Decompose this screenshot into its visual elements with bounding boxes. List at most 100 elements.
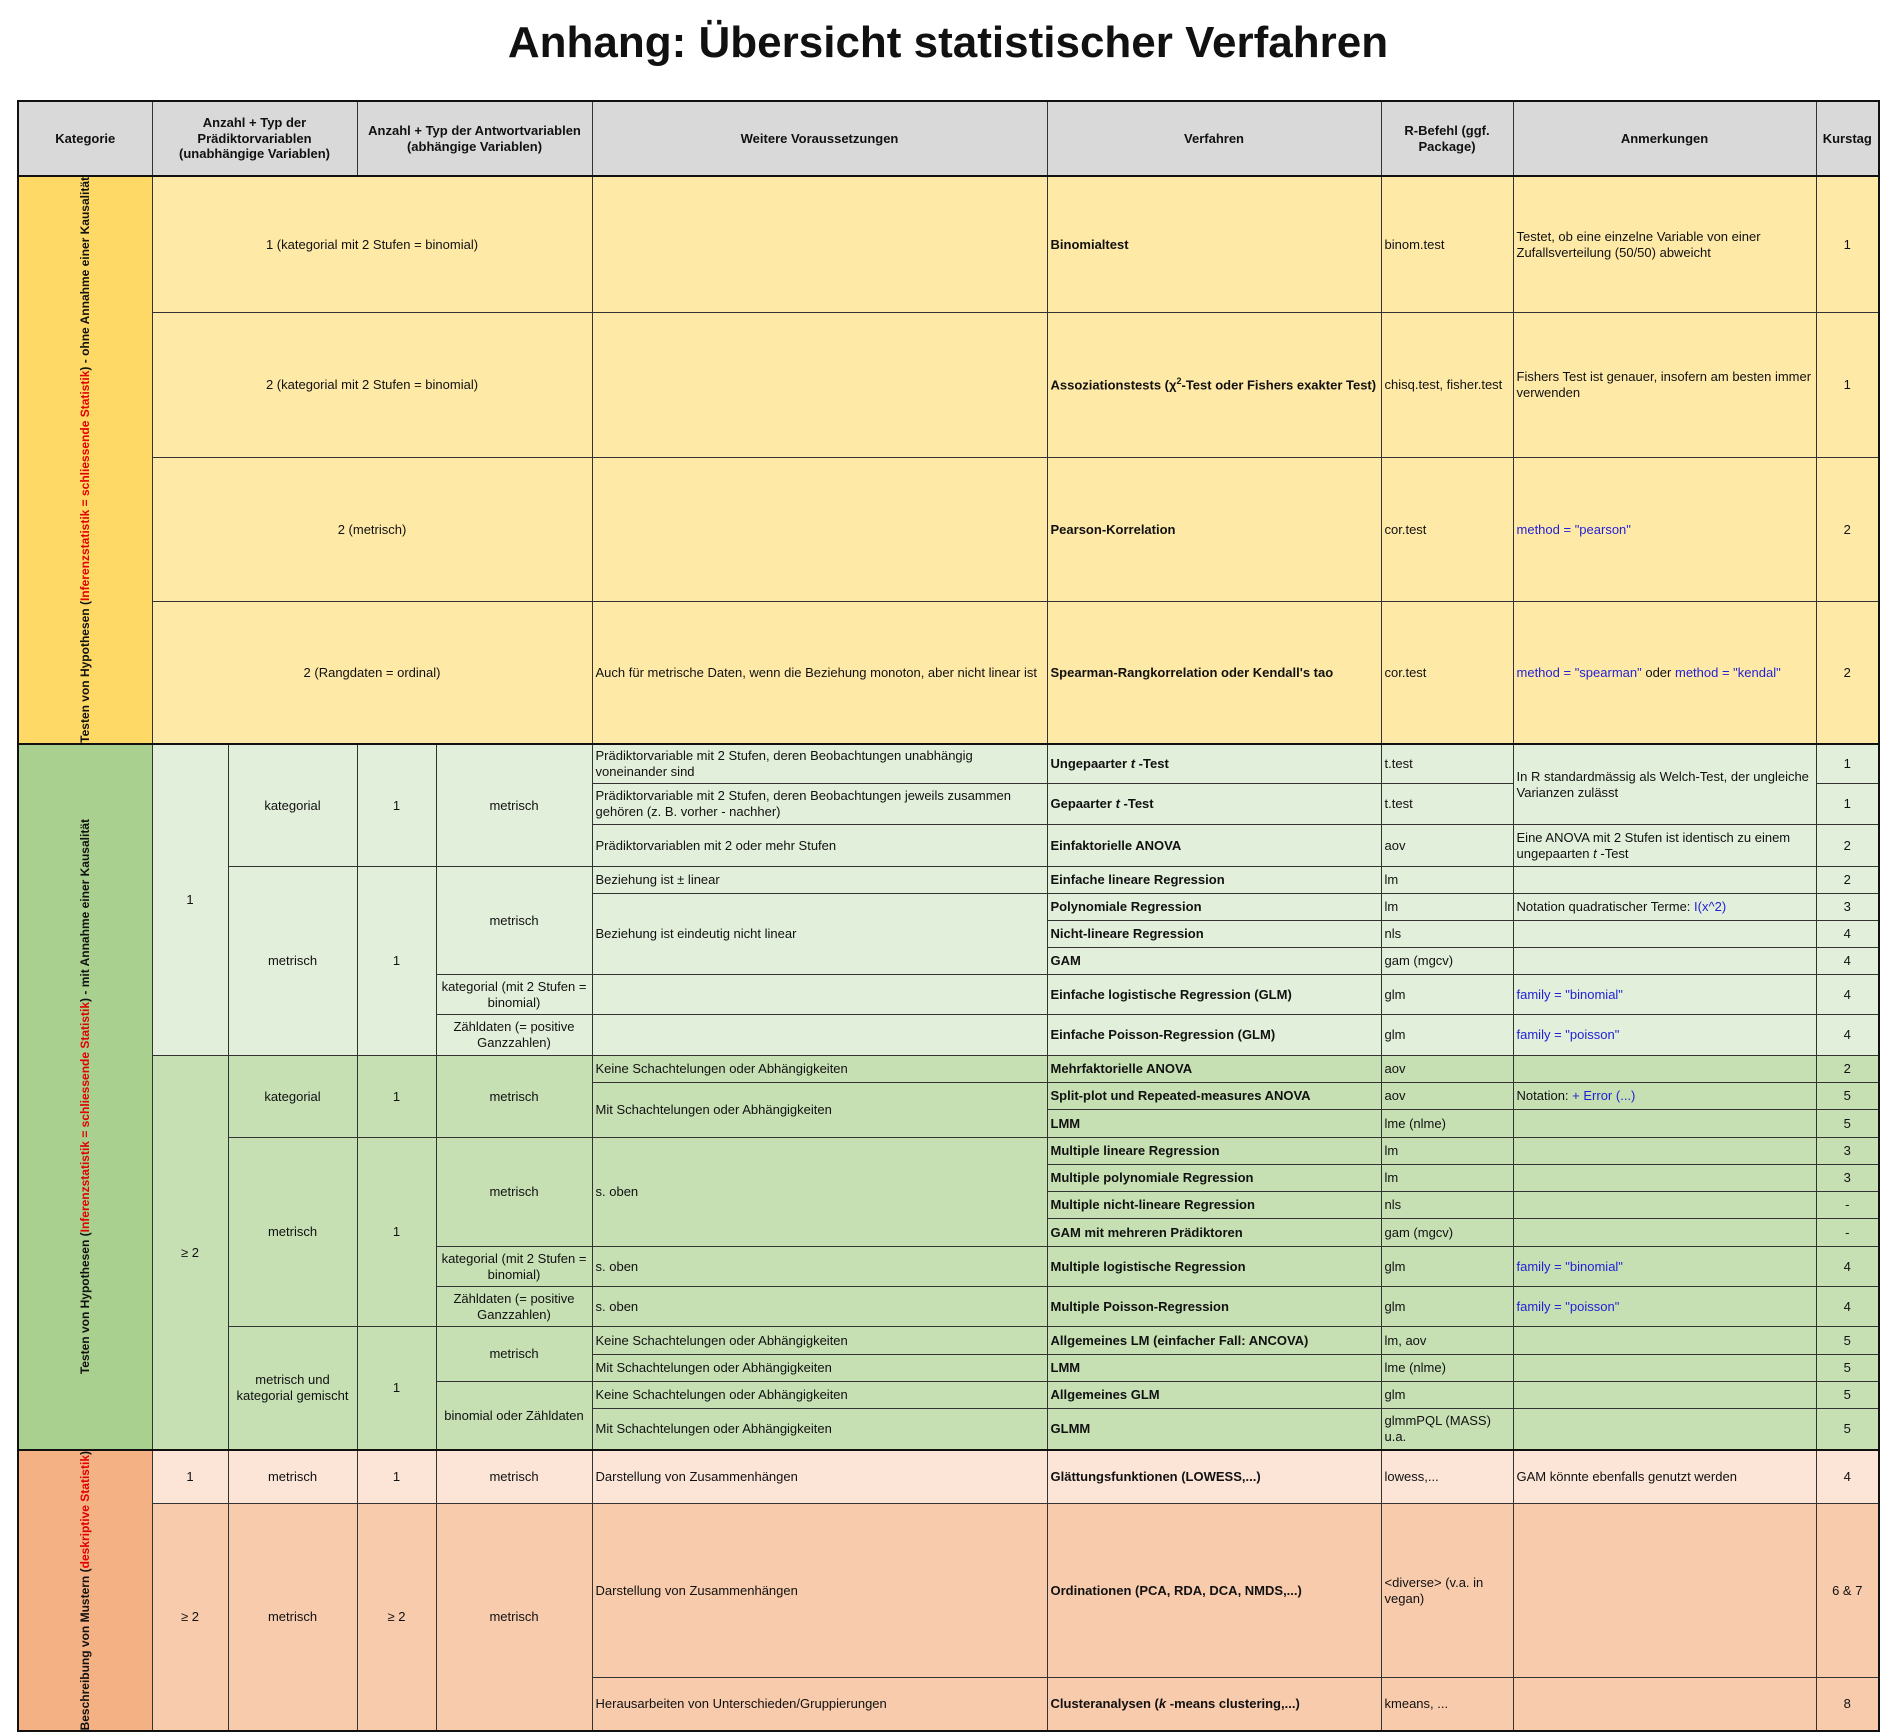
cell-text: metrisch (267, 1469, 318, 1485)
day-cell: 5 (1815, 1082, 1880, 1111)
note-cell: Testet, ob eine einzelne Variable von ei… (1512, 175, 1817, 314)
resp-type-cell: kategorial (mit 2 Stufen = binomial) (435, 1246, 593, 1288)
note-cell (1512, 1218, 1817, 1248)
condition-cell: s. oben (591, 1137, 1048, 1248)
table-row: Testen von Hypothesen (Inferenzstatistik… (17, 742, 1880, 1451)
note-cell: In R standardmässig als Welch-Test, der … (1512, 742, 1817, 826)
pred-n-cell: ≥ 2 (151, 1055, 229, 1451)
cell-text: Multiple Poisson-Regression (1050, 1298, 1229, 1314)
method-cell: LMM (1046, 1354, 1382, 1383)
table-row: 2 (metrisch) Pearson-Korrelation cor.test m… (18, 456, 1880, 603)
note-cell (1512, 1381, 1817, 1410)
cell-text: Testen von Hypothesen ( (77, 601, 92, 743)
cell-text: 2 (metrisch) (337, 521, 407, 537)
cell-text: kategorial (264, 1088, 321, 1104)
r-cell: lm (1380, 1164, 1514, 1193)
cell-text: 1 (1843, 756, 1851, 772)
condition-cell: s. oben (591, 1246, 1048, 1288)
resp-type-cell: metrisch (435, 1448, 593, 1505)
note-cell (1512, 1137, 1817, 1166)
cell-text: glm (1384, 1258, 1406, 1274)
note-cell: family = "poisson" (1512, 1014, 1817, 1057)
cell-text: + Error (...) (1572, 1088, 1636, 1104)
day-cell: 5 (1815, 1109, 1880, 1139)
resp-type-cell: metrisch (435, 1137, 593, 1248)
category-cell: Testen von Hypothesen (Inferenzstatistik… (17, 175, 153, 745)
method-cell: Pearson-Korrelation (1046, 456, 1382, 603)
method-cell: Einfache lineare Regression (1046, 866, 1382, 895)
r-cell: lm (1380, 866, 1514, 895)
day-cell: 1 (1815, 783, 1880, 826)
cell-text: metrisch (489, 1609, 539, 1625)
r-cell: glm (1380, 1381, 1514, 1410)
condition-cell: Prädiktorvariable mit 2 Stufen, deren Be… (591, 742, 1048, 785)
note-cell (1512, 1191, 1817, 1220)
pred-type-cell: metrisch (227, 866, 358, 1057)
cell-text: -Test (1119, 796, 1154, 812)
cell-text: 5 (1843, 1421, 1851, 1437)
cell-text: Beziehung ist ± linear (595, 872, 720, 888)
cell-text: 3 (1843, 899, 1851, 915)
day-cell: 5 (1815, 1381, 1880, 1410)
cell-text: Binomialtest (1050, 236, 1129, 252)
note-cell: Notation quadratischer Terme: I(x^2) (1512, 893, 1817, 922)
cell-text: - (1845, 1197, 1850, 1213)
cell-text: kmeans, ... (1384, 1696, 1449, 1712)
cell-text: aov (1384, 837, 1406, 853)
cell-text: nls (1384, 926, 1402, 942)
r-cell: binom.test (1380, 175, 1514, 314)
cell-text: 1 (kategorial mit 2 Stufen = binomial) (265, 236, 479, 252)
cell-text: Ungepaarter (1050, 756, 1131, 772)
r-cell: <diverse> (v.a. in vegan) (1380, 1503, 1514, 1678)
cell-text: lm (1384, 1143, 1399, 1159)
r-cell: nls (1380, 1191, 1514, 1220)
r-cell: lm (1380, 1137, 1514, 1166)
predictors-cell: 1 (kategorial mit 2 Stufen = binomial) (151, 175, 593, 314)
method-cell: GAM mit mehreren Prädiktoren (1046, 1218, 1382, 1248)
note-cell (1512, 947, 1817, 976)
cell-text: s. oben (595, 1298, 639, 1314)
cell-text: Clusteranalysen ( (1050, 1696, 1159, 1712)
cell-text: Darstellung von Zusammenhängen (595, 1582, 798, 1598)
cell-text: family = "poisson" (1516, 1027, 1620, 1043)
cell-text: LMM (1050, 1360, 1081, 1376)
header-cell: Anzahl + Typ der Prädiktorvariablen (una… (151, 100, 358, 177)
cell-text: 2 (1176, 376, 1182, 387)
r-cell: t.test (1380, 783, 1514, 826)
table-row: Beziehung ist eindeutig nicht linear Poly… (18, 893, 1880, 976)
day-cell: 4 (1815, 1448, 1880, 1505)
day-cell: 2 (1815, 456, 1880, 603)
resp-type-cell: metrisch (435, 1055, 593, 1139)
note-cell: family = "binomial" (1512, 1246, 1817, 1288)
cell-text: Prädiktorvariable mit 2 Stufen, deren Be… (595, 748, 973, 780)
method-cell: Einfache Poisson-Regression (GLM) (1046, 1014, 1382, 1057)
pred-type-cell: metrisch und kategorial gemischt (227, 1326, 358, 1451)
header-cell: Anzahl + Typ der Antwortvariablen (abhän… (356, 100, 593, 177)
cell-text: Einfache logistische Regression (GLM) (1050, 986, 1292, 1002)
table-row: LMM lme (nlme) 5 (18, 1109, 1880, 1139)
cell-text: Darstellung von Zusammenhängen (595, 1469, 798, 1485)
cell-text: 4 (1843, 926, 1851, 942)
cell-text: method = "spearman" (1516, 664, 1642, 680)
note-cell: method = "pearson" (1512, 456, 1817, 603)
cell-text: binomial oder Zähldaten (444, 1407, 584, 1423)
category-cell: Testen von Hypothesen (Inferenzstatistik… (17, 742, 153, 1451)
method-cell: Spearman-Rangkorrelation oder Kendall's … (1046, 601, 1382, 745)
cell-text: lm (1384, 899, 1399, 915)
cell-text: Multiple polynomiale Regression (1050, 1170, 1254, 1186)
pred-type-cell: metrisch (227, 1503, 358, 1732)
day-cell: 3 (1815, 893, 1880, 922)
cell-text: Keine Schachtelungen oder Abhängigkeiten (595, 1387, 848, 1403)
table-row: kategorial (mit 2 Stufen = binomial) Einf… (18, 974, 1880, 1016)
cell-text: Keine Schachtelungen oder Abhängigkeiten (595, 1061, 848, 1077)
day-cell: 1 (1815, 742, 1880, 785)
condition-cell: Keine Schachtelungen oder Abhängigkeiten (591, 1326, 1048, 1356)
r-cell: glm (1380, 1286, 1514, 1328)
category-label: Testen von Hypothesen (Inferenzstatistik… (78, 819, 93, 1374)
cell-text: metrisch (267, 953, 318, 969)
method-cell: Einfache logistische Regression (GLM) (1046, 974, 1382, 1016)
r-cell: glm (1380, 974, 1514, 1016)
cell-text: Spearman-Rangkorrelation oder Kendall's … (1050, 664, 1334, 680)
day-cell: 4 (1815, 1286, 1880, 1328)
cell-text: Nicht-lineare Regression (1050, 926, 1204, 942)
